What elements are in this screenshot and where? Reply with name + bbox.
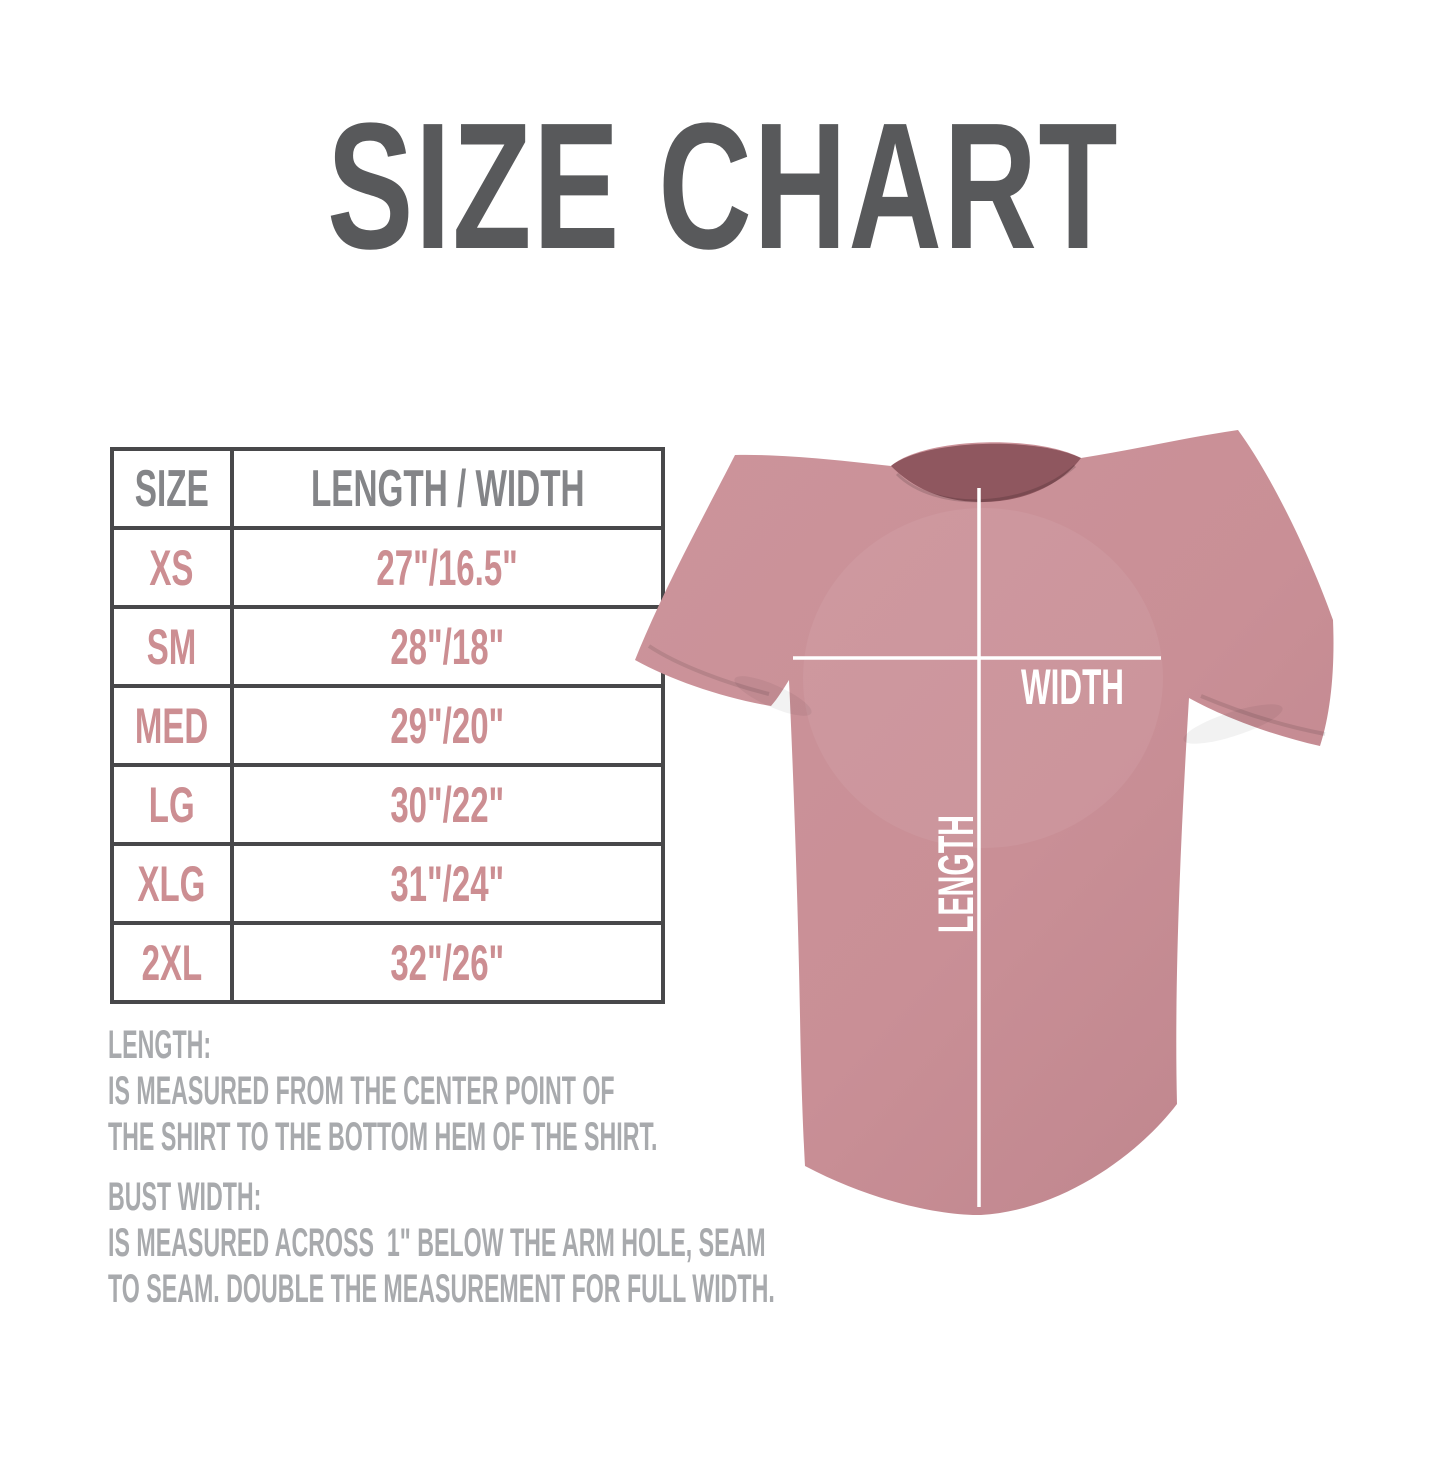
table-row: XS 27"/16.5" [110, 526, 666, 609]
bust-width-note: BUST WIDTH: IS MEASURED ACROSS 1" BELOW … [108, 1174, 1258, 1312]
size-cell: SM [110, 605, 234, 688]
size-cell: XS [110, 526, 234, 609]
size-column-header-text: SIZE [134, 459, 209, 518]
measurement-cell: 31"/24" [229, 842, 666, 925]
measurement-cell: 28"/18" [229, 605, 666, 688]
width-label: WIDTH [1021, 659, 1124, 715]
table-row: XLG 31"/24" [110, 842, 666, 925]
collar-seam [895, 464, 1076, 503]
measurement-notes: LENGTH: IS MEASURED FROM THE CENTER POIN… [108, 1022, 1258, 1312]
table-row: MED 29"/20" [110, 684, 666, 767]
size-cell: LG [110, 763, 234, 846]
table-row: SM 28"/18" [110, 605, 666, 688]
length-label: LENGTH [928, 815, 984, 933]
length-note-line: THE SHIRT TO THE BOTTOM HEM OF THE SHIRT… [108, 1115, 658, 1159]
measurement-cell: 27"/16.5" [229, 526, 666, 609]
collar-opening [891, 443, 1081, 503]
table-row: LG 30"/22" [110, 763, 666, 846]
left-sleeve-hem-seam [647, 644, 770, 696]
measurement-cell: 29"/20" [229, 684, 666, 767]
page-title-text: SIZE CHART [326, 86, 1119, 287]
measurement-cell: 30"/22" [229, 763, 666, 846]
tshirt-diagram: WIDTH LENGTH [623, 368, 1443, 1248]
length-note-line: IS MEASURED FROM THE CENTER POINT OF [108, 1069, 615, 1113]
size-cell: XLG [110, 842, 234, 925]
table-header-row: SIZE LENGTH / WIDTH [110, 447, 666, 530]
page-title: SIZE CHART [0, 97, 1445, 277]
size-cell: 2XL [110, 921, 234, 1004]
size-column-header: SIZE [110, 447, 234, 530]
length-note: LENGTH: IS MEASURED FROM THE CENTER POIN… [108, 1022, 1258, 1160]
size-cell: MED [110, 684, 234, 767]
left-underarm-shadow [734, 676, 812, 716]
measurement-column-header: LENGTH / WIDTH [229, 447, 666, 530]
right-underarm-shadow [1183, 704, 1283, 744]
bust-width-note-line: IS MEASURED ACROSS 1" BELOW THE ARM HOLE… [108, 1221, 766, 1265]
size-table: SIZE LENGTH / WIDTH XS 27"/16.5" SM [110, 447, 666, 1004]
measurement-column-header-text: LENGTH / WIDTH [310, 459, 585, 518]
right-sleeve-hem-seam [1200, 694, 1326, 736]
tshirt-illustration: WIDTH LENGTH [635, 430, 1334, 1216]
measurement-cell: 32"/26" [229, 921, 666, 1004]
tshirt-body [635, 430, 1334, 1216]
length-note-heading: LENGTH: [108, 1023, 212, 1067]
bust-width-note-line: TO SEAM. DOUBLE THE MEASUREMENT FOR FULL… [108, 1267, 775, 1311]
bust-width-note-heading: BUST WIDTH: [108, 1175, 262, 1219]
chest-highlight [803, 508, 1163, 848]
table-row: 2XL 32"/26" [110, 921, 666, 1004]
